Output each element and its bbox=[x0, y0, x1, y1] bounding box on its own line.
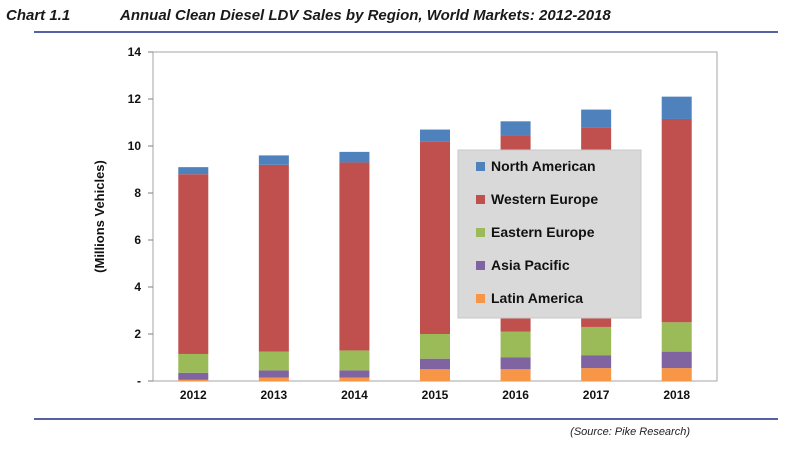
chart-header: Chart 1.1 Annual Clean Diesel LDV Sales … bbox=[0, 0, 800, 32]
x-tick-label: 2012 bbox=[180, 388, 207, 402]
legend-label: Western Europe bbox=[491, 191, 598, 207]
bar-segment bbox=[500, 357, 531, 370]
y-tick-label: 4 bbox=[134, 280, 141, 294]
bar-segment bbox=[661, 118, 692, 323]
legend-label: North American bbox=[491, 158, 596, 174]
bar-segment bbox=[339, 370, 370, 378]
y-tick-label: 8 bbox=[134, 186, 141, 200]
bar-segment bbox=[500, 369, 531, 381]
bar-segment bbox=[661, 96, 692, 119]
bar-segment bbox=[178, 372, 209, 380]
legend-label: Eastern Europe bbox=[491, 224, 595, 240]
x-tick-label: 2016 bbox=[502, 388, 529, 402]
bar-segment bbox=[339, 162, 370, 351]
x-tick-label: 2017 bbox=[583, 388, 610, 402]
bar-segment bbox=[581, 368, 612, 381]
y-tick-label: 2 bbox=[134, 327, 141, 341]
x-tick-label: 2014 bbox=[341, 388, 368, 402]
legend-label: Latin America bbox=[491, 290, 583, 306]
chart-title: Annual Clean Diesel LDV Sales by Region,… bbox=[120, 7, 611, 24]
legend-swatch bbox=[476, 195, 485, 204]
x-tick-label: 2015 bbox=[422, 388, 449, 402]
bar-segment bbox=[258, 164, 289, 352]
chart-number: Chart 1.1 bbox=[6, 7, 71, 24]
bar-segment bbox=[339, 350, 370, 371]
bar-segment bbox=[178, 353, 209, 373]
bar-segment bbox=[661, 322, 692, 352]
bar-segment bbox=[258, 351, 289, 371]
bar-segment bbox=[500, 331, 531, 358]
bar-segment bbox=[258, 370, 289, 378]
legend-label: Asia Pacific bbox=[491, 257, 570, 273]
bar-segment bbox=[420, 369, 450, 381]
legend-swatch bbox=[476, 294, 485, 303]
legend-swatch bbox=[476, 261, 485, 270]
bar-segment bbox=[500, 121, 531, 136]
bar-segment bbox=[339, 151, 370, 163]
bar-segment bbox=[661, 351, 692, 369]
y-tick-label: 14 bbox=[128, 45, 142, 59]
bar-segment bbox=[258, 155, 289, 165]
x-tick-label: 2013 bbox=[261, 388, 288, 402]
y-tick-label: 6 bbox=[134, 233, 141, 247]
bar-segment bbox=[420, 358, 450, 370]
bar-segment bbox=[420, 141, 450, 334]
bar-segment bbox=[581, 326, 612, 356]
y-axis-label: (Millions Vehicles) bbox=[92, 160, 107, 273]
bar-segment bbox=[178, 379, 209, 381]
bar-segment bbox=[258, 377, 289, 381]
legend-swatch bbox=[476, 162, 485, 171]
source-note: (Source: Pike Research) bbox=[570, 426, 690, 438]
bar-segment bbox=[581, 109, 612, 128]
legend-swatch bbox=[476, 228, 485, 237]
bar-segment bbox=[420, 129, 450, 142]
header-rule bbox=[34, 31, 778, 33]
y-tick-label: 12 bbox=[128, 92, 142, 106]
bar-segment bbox=[420, 334, 450, 359]
y-tick-label: - bbox=[137, 374, 141, 388]
y-tick-label: 10 bbox=[128, 139, 142, 153]
legend-box bbox=[457, 149, 642, 319]
footer-rule bbox=[34, 418, 778, 420]
bar-segment bbox=[178, 167, 209, 175]
bar-segment bbox=[581, 355, 612, 369]
bar-segment bbox=[339, 377, 370, 381]
bar-segment bbox=[178, 174, 209, 354]
bar-segment bbox=[661, 368, 692, 381]
x-tick-label: 2018 bbox=[663, 388, 690, 402]
